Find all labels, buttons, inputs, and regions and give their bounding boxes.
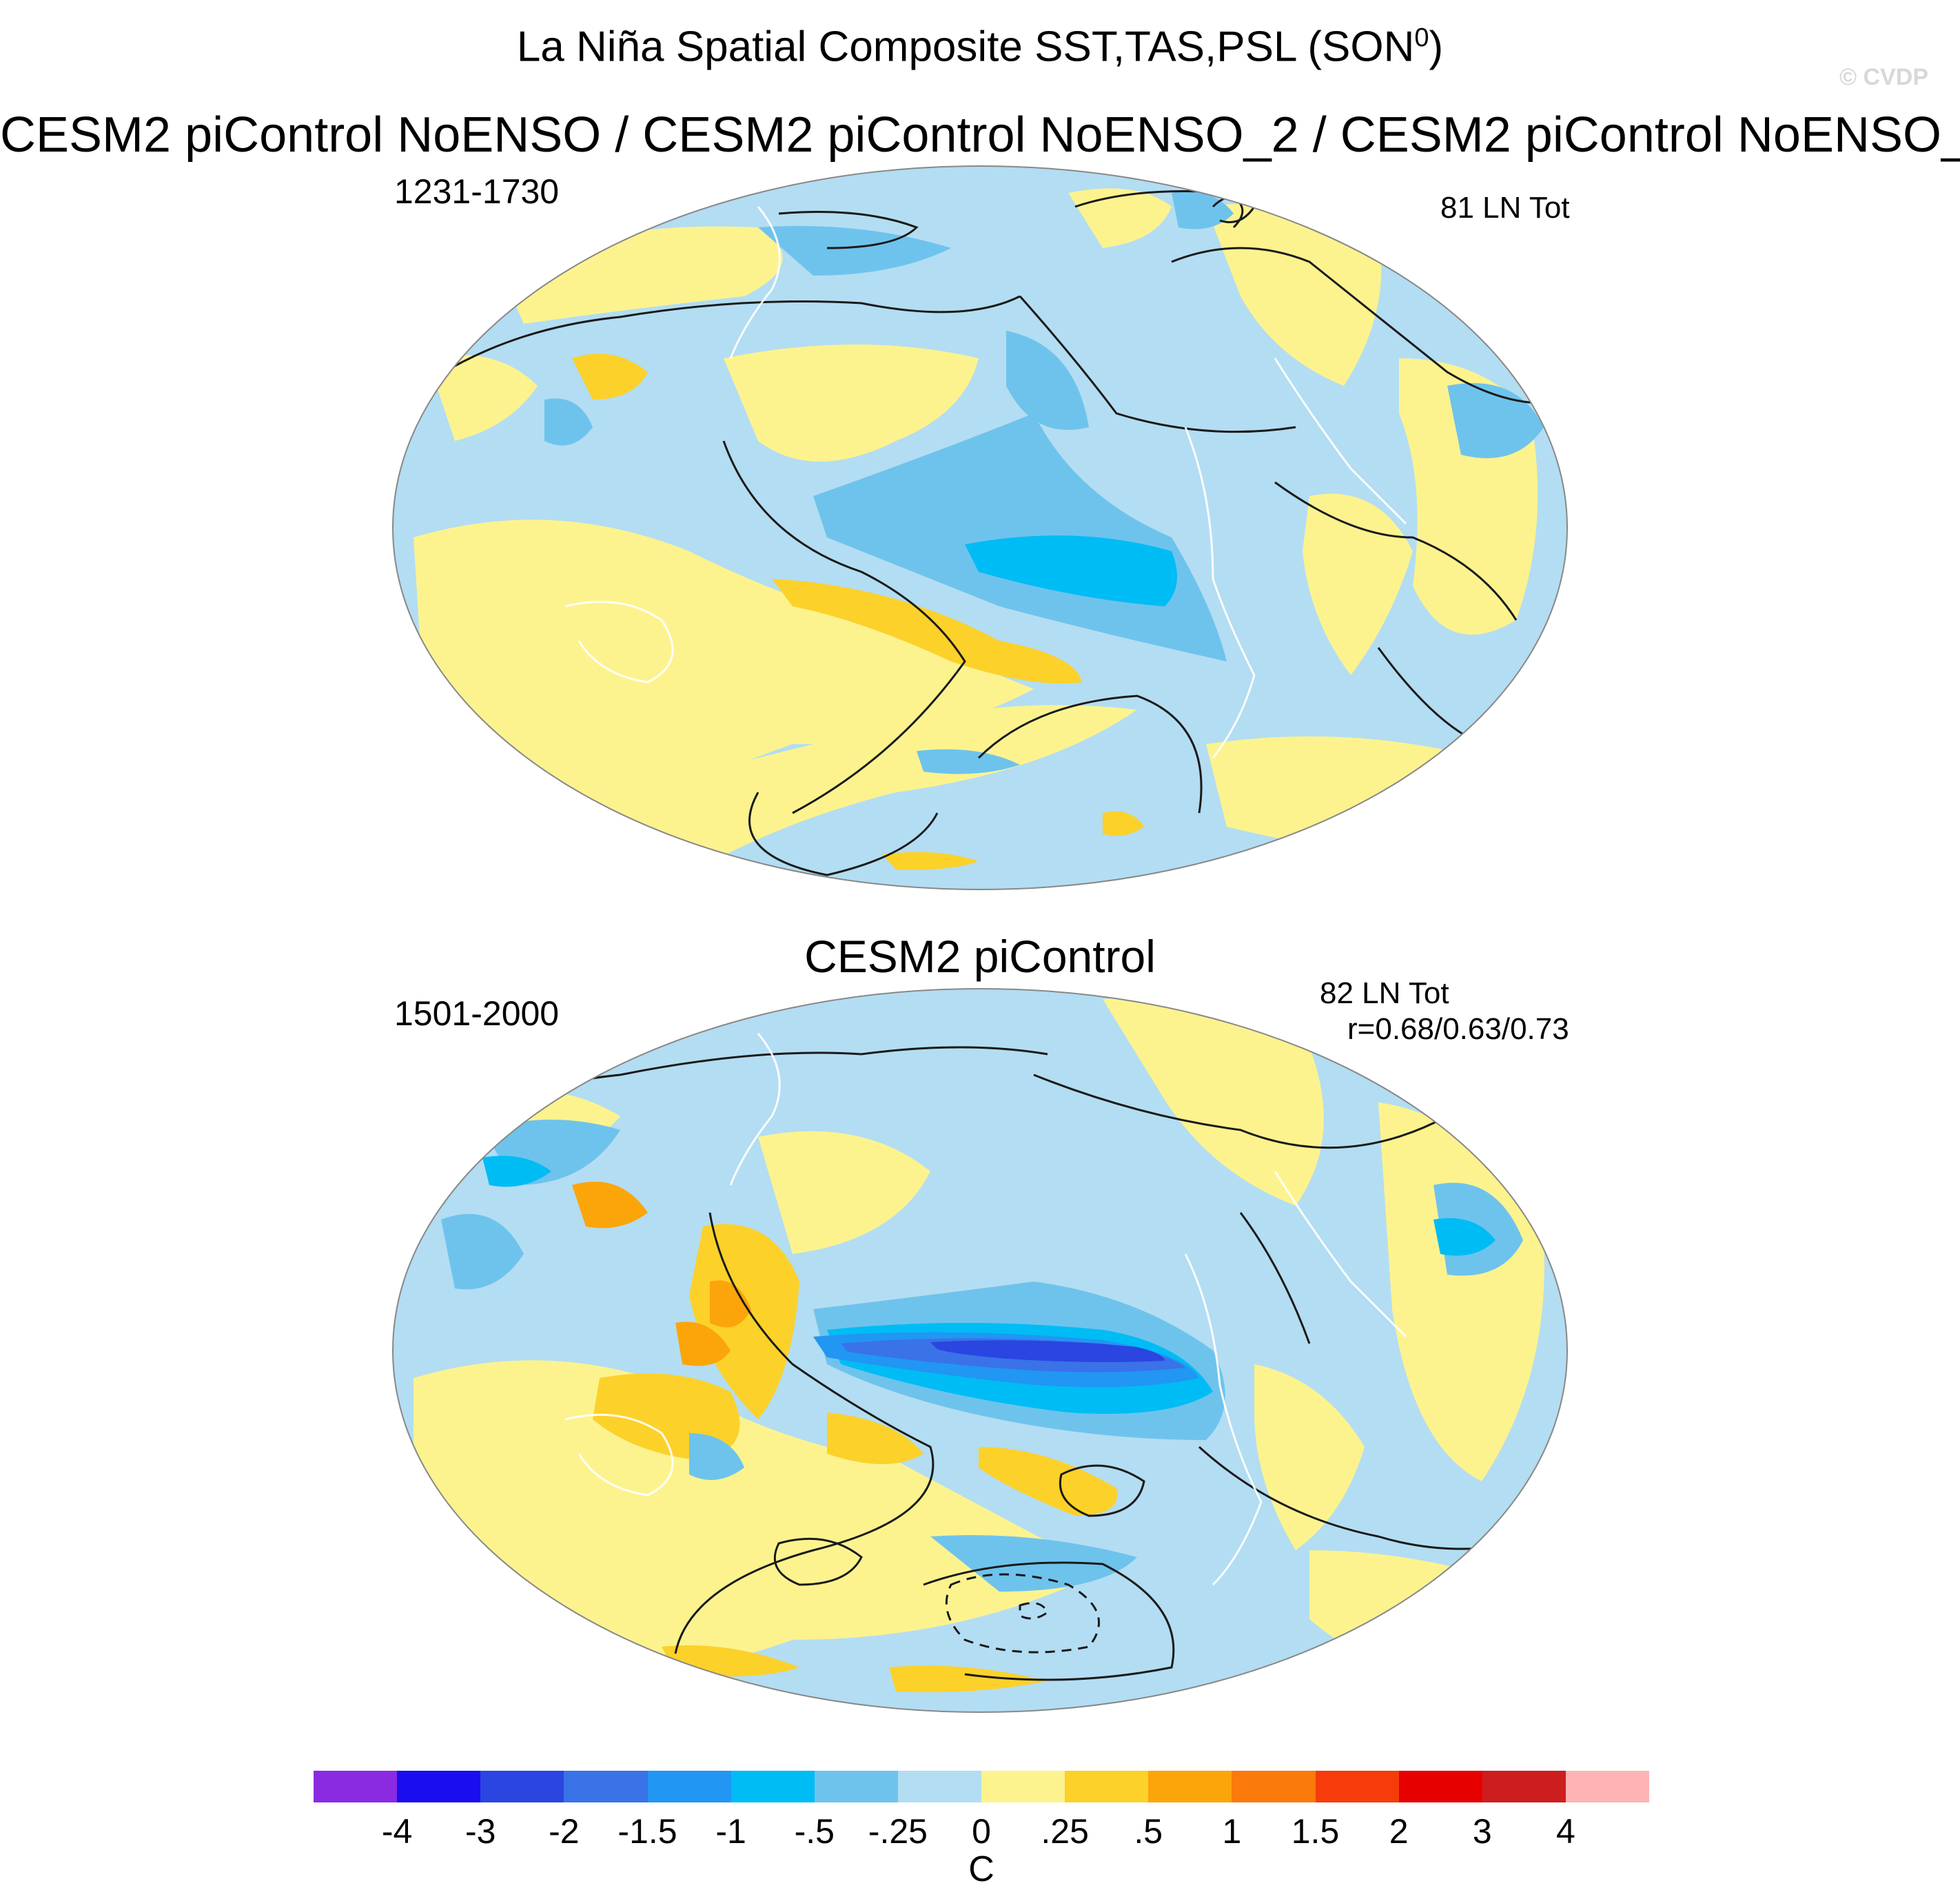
colorbar-swatch xyxy=(1232,1771,1316,1802)
cvdp-watermark: © CVDP xyxy=(1839,64,1928,90)
colorbar-tick-label: -.25 xyxy=(868,1812,928,1851)
colorbar-swatch xyxy=(814,1771,898,1802)
colorbar-tick-label: 3 xyxy=(1472,1812,1492,1851)
colorbar-swatch xyxy=(1482,1771,1566,1802)
colorbar-tick-label: 1 xyxy=(1222,1812,1242,1851)
figure-title-close: ) xyxy=(1429,23,1444,71)
figure-title-text: La Niña Spatial Composite SST,TAS,PSL (S… xyxy=(516,23,1415,71)
colorbar-swatch xyxy=(564,1771,648,1802)
colorbar-swatch xyxy=(981,1771,1065,1802)
colorbar-swatch xyxy=(1148,1771,1232,1802)
colorbar-tick-label: -1 xyxy=(715,1812,746,1851)
colorbar-swatch xyxy=(480,1771,564,1802)
panel2-count-label: 82 LN Tot xyxy=(1320,976,1449,1010)
colorbar-tick-label: .25 xyxy=(1041,1812,1089,1851)
figure-title-superscript: 0 xyxy=(1414,23,1429,52)
colorbar-swatch xyxy=(1565,1771,1649,1802)
colorbar-tick-label: -2 xyxy=(549,1812,580,1851)
colorbar-tick-label: 4 xyxy=(1555,1812,1575,1851)
colorbar-tick-label: 1.5 xyxy=(1291,1812,1340,1851)
colorbar-swatch xyxy=(397,1771,481,1802)
colorbar-tick-label: -4 xyxy=(381,1812,413,1851)
colorbar-tick-label: -.5 xyxy=(794,1812,835,1851)
colorbar-tick-label: -3 xyxy=(465,1812,496,1851)
colorbar-tick-label: 0 xyxy=(972,1812,991,1851)
colorbar-swatch xyxy=(731,1771,815,1802)
colorbar-swatch xyxy=(1315,1771,1399,1802)
panel2-title: CESM2 piControl xyxy=(804,931,1156,982)
panel2-map xyxy=(392,988,1568,1713)
colorbar-unit-label: C xyxy=(968,1849,994,1889)
colorbar-swatch xyxy=(897,1771,981,1802)
panel1-period: 1231-1730 xyxy=(394,172,560,211)
figure-title: La Niña Spatial Composite SST,TAS,PSL (S… xyxy=(0,25,1960,69)
colorbar-tick-label: 2 xyxy=(1389,1812,1409,1851)
colorbar-tick-label: .5 xyxy=(1134,1812,1163,1851)
colorbar-swatch xyxy=(647,1771,731,1802)
colorbar-swatch xyxy=(1065,1771,1149,1802)
panel1-title: CESM2 piControl NoENSO / CESM2 piControl… xyxy=(0,107,1960,163)
colorbar-swatch xyxy=(1398,1771,1482,1802)
colorbar-tick-label: -1.5 xyxy=(617,1812,677,1851)
panel2-correlation: r=0.68/0.63/0.73 xyxy=(1347,1012,1569,1046)
panel2-period: 1501-2000 xyxy=(394,994,560,1033)
colorbar xyxy=(314,1771,1649,1802)
panel1-count-label: 81 LN Tot xyxy=(1440,191,1570,225)
colorbar-swatch xyxy=(314,1771,398,1802)
panel1-map xyxy=(392,165,1568,890)
